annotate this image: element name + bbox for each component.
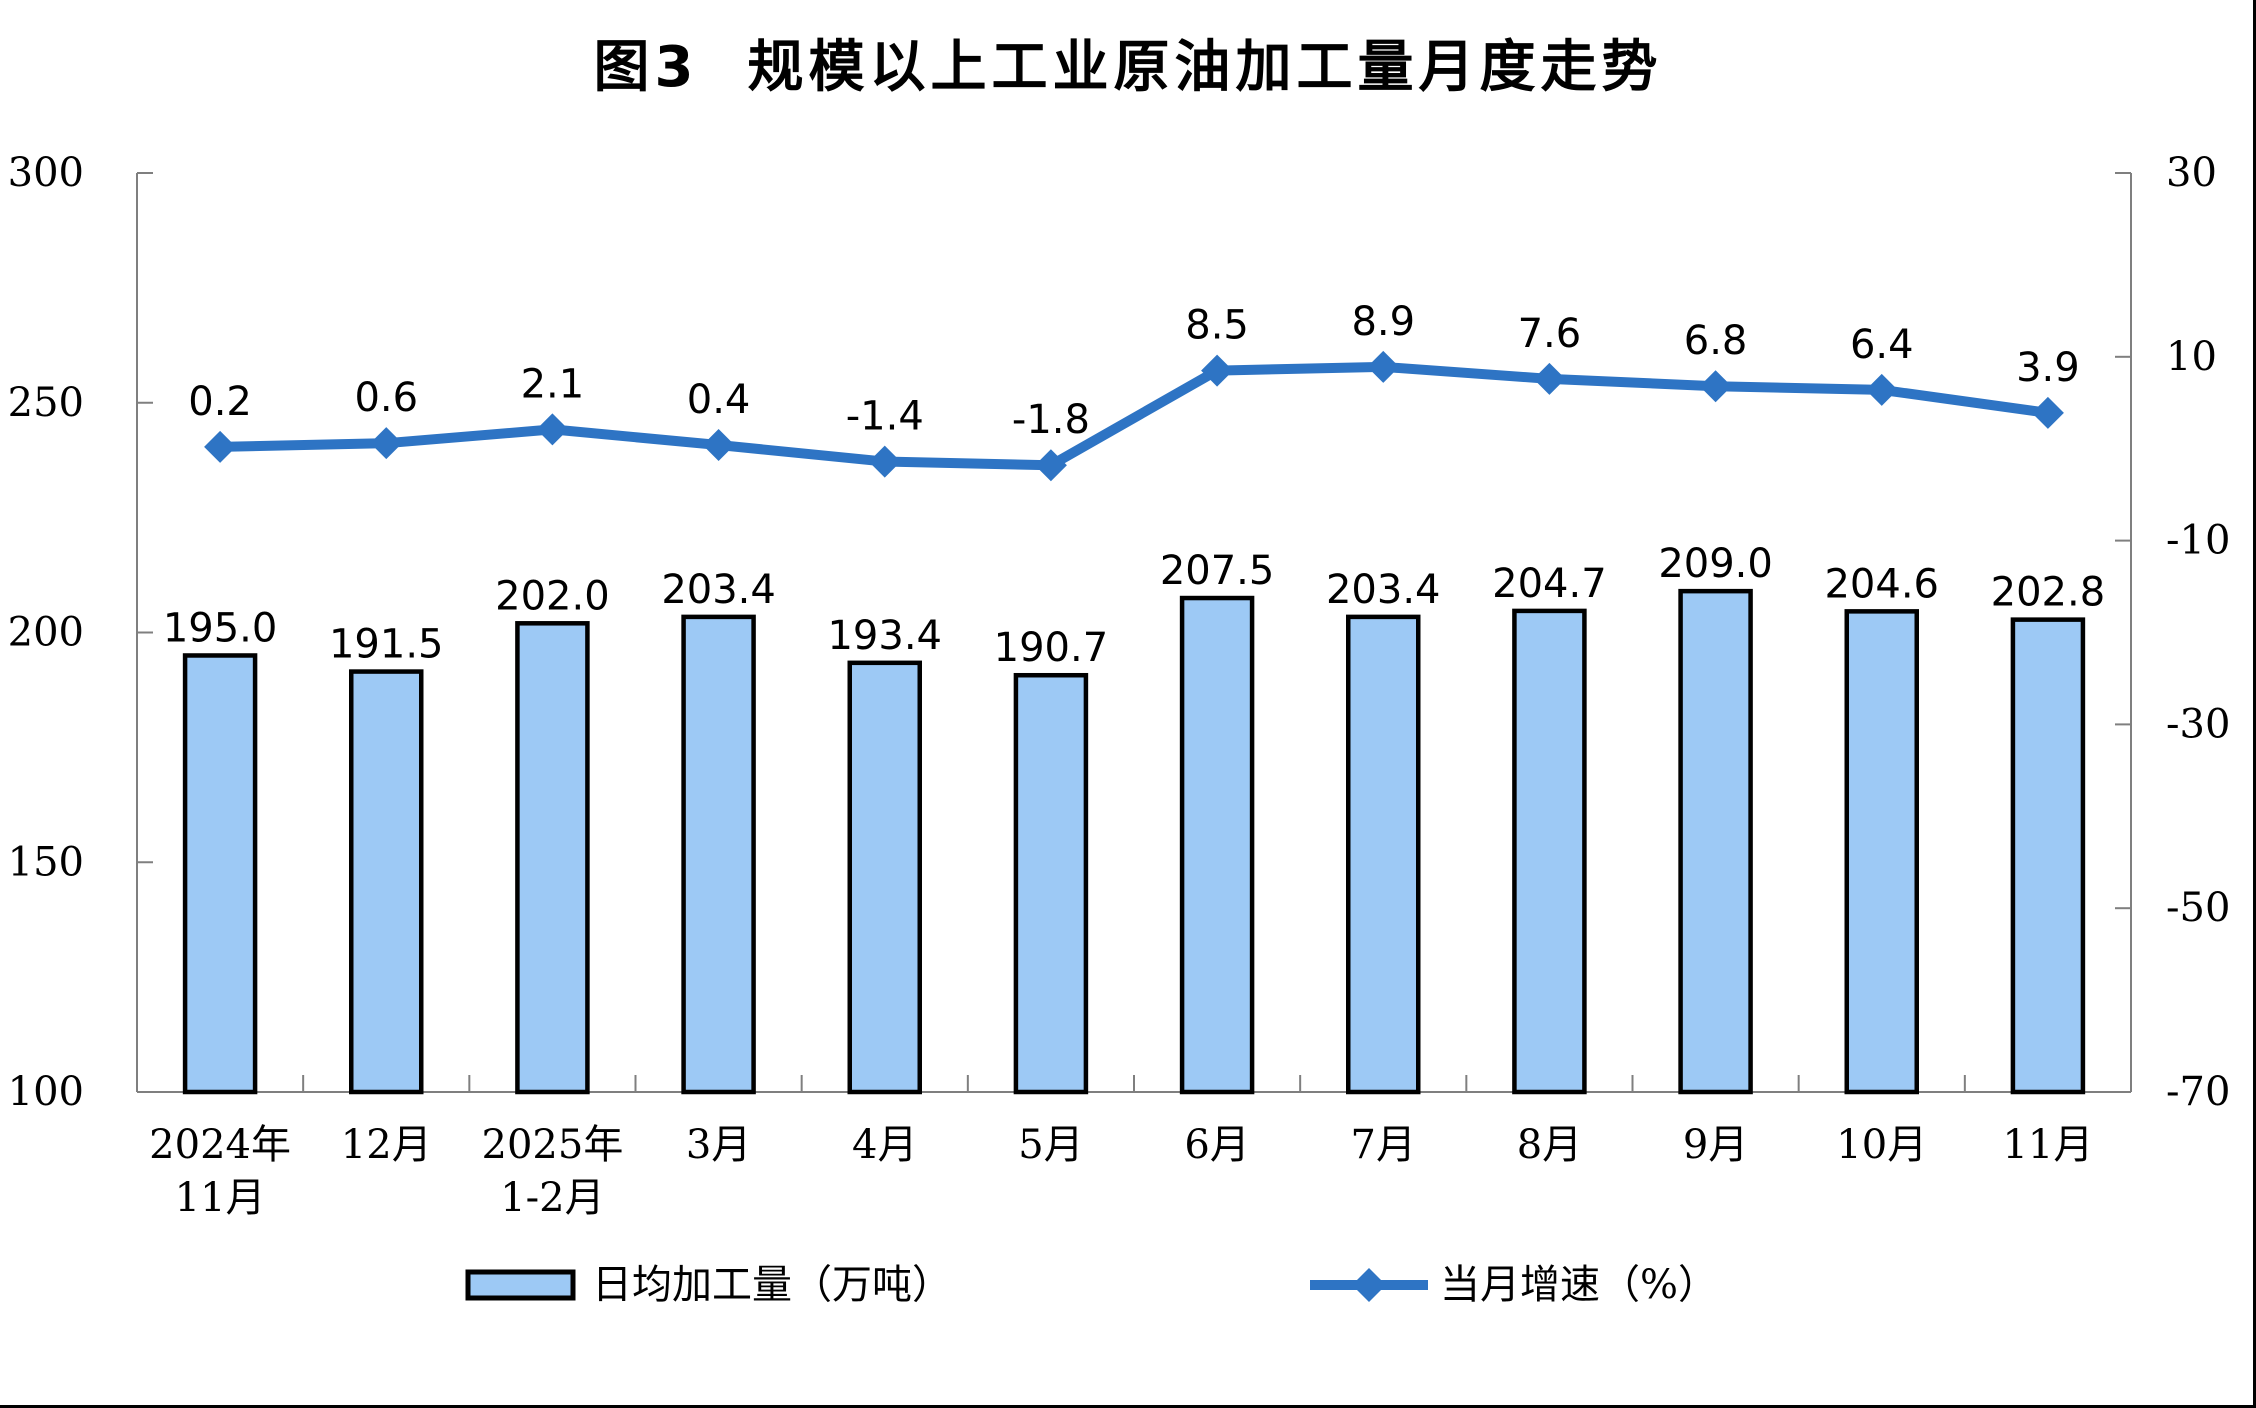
line-value-label-11: 3.9 xyxy=(2016,345,2080,391)
line-marker-10 xyxy=(1865,373,1898,406)
chart-title: 图3 规模以上工业原油加工量月度走势 xyxy=(593,35,1663,100)
line-value-label-5: -1.8 xyxy=(1012,397,1090,443)
line-marker-4 xyxy=(868,445,901,478)
line-value-label-6: 8.5 xyxy=(1185,303,1249,349)
left-axis-tick-label: 150 xyxy=(8,839,84,885)
right-axis-tick-label: -30 xyxy=(2166,701,2230,747)
x-category-label-0-line2: 11月 xyxy=(175,1175,266,1221)
line-marker-3 xyxy=(702,429,735,462)
x-category-label-11: 11月 xyxy=(2002,1122,2093,1168)
line-marker-5 xyxy=(1034,449,1067,482)
x-category-label-8: 8月 xyxy=(1517,1122,1582,1168)
bar-5 xyxy=(1013,672,1089,1095)
line-value-label-1: 0.6 xyxy=(354,375,418,421)
bar-value-label-11: 202.8 xyxy=(1991,570,2106,616)
x-category-label-3: 3月 xyxy=(686,1122,751,1168)
right-axis-tick-label: -10 xyxy=(2166,518,2230,564)
left-axis-tick-label: 100 xyxy=(8,1069,84,1115)
bar-value-label-6: 207.5 xyxy=(1160,548,1275,594)
x-category-label-2-line2: 1-2月 xyxy=(500,1175,604,1221)
bar-0 xyxy=(182,653,258,1095)
bar-value-label-0: 195.0 xyxy=(163,605,278,651)
x-category-label-0: 2024年 xyxy=(149,1122,291,1168)
right-axis-tick-label: -50 xyxy=(2166,885,2230,931)
legend-line-label: 当月增速（%） xyxy=(1440,1262,1718,1308)
bar-value-label-1: 191.5 xyxy=(329,622,444,668)
line-marker-7 xyxy=(1367,350,1400,383)
x-category-label-9: 9月 xyxy=(1683,1122,1748,1168)
x-category-label-7: 7月 xyxy=(1351,1122,1416,1168)
bar-4 xyxy=(847,660,922,1095)
line-value-label-4: -1.4 xyxy=(846,394,924,440)
bar-9 xyxy=(1678,588,1753,1095)
x-category-label-1: 12月 xyxy=(341,1122,432,1168)
bar-6 xyxy=(1179,595,1255,1095)
bar-value-label-2: 202.0 xyxy=(495,573,610,619)
x-category-label-2: 2025年 xyxy=(482,1122,624,1168)
line-marker-9 xyxy=(1699,370,1732,403)
line-value-label-2: 2.1 xyxy=(521,361,585,407)
bar-11 xyxy=(2010,617,2086,1095)
bar-3 xyxy=(681,614,756,1095)
line-value-label-10: 6.4 xyxy=(1850,322,1914,368)
line-value-label-3: 0.4 xyxy=(687,377,751,423)
bar-8 xyxy=(1512,608,1587,1095)
line-marker-11 xyxy=(2031,396,2064,429)
legend-line-diamond-icon xyxy=(1352,1268,1386,1302)
line-value-label-8: 7.6 xyxy=(1518,311,1582,357)
bar-value-label-5: 190.7 xyxy=(994,625,1109,671)
bar-7 xyxy=(1346,614,1421,1095)
right-axis-tick-label: -70 xyxy=(2166,1069,2230,1115)
line-value-label-0: 0.2 xyxy=(188,379,252,425)
x-category-label-4: 4月 xyxy=(852,1122,917,1168)
bar-value-label-4: 193.4 xyxy=(827,613,942,659)
bar-value-label-3: 203.4 xyxy=(661,567,776,613)
x-category-label-6: 6月 xyxy=(1184,1122,1249,1168)
line-marker-6 xyxy=(1201,354,1234,387)
line-marker-2 xyxy=(536,413,569,446)
line-marker-0 xyxy=(204,430,237,463)
left-axis-tick-label: 200 xyxy=(8,610,84,656)
line-marker-8 xyxy=(1533,362,1566,395)
right-axis-tick-label: 10 xyxy=(2166,334,2217,380)
legend-bar-swatch xyxy=(465,1269,576,1301)
bar-value-label-9: 209.0 xyxy=(1658,541,1773,587)
bar-value-label-10: 204.6 xyxy=(1824,561,1939,607)
line-value-label-7: 8.9 xyxy=(1351,299,1415,345)
growth-line xyxy=(215,361,2053,471)
right-axis-tick-label: 30 xyxy=(2166,150,2217,196)
bar-value-label-7: 203.4 xyxy=(1326,567,1441,613)
left-axis-tick-label: 300 xyxy=(8,150,84,196)
legend-bar-label: 日均加工量（万吨） xyxy=(592,1262,952,1308)
left-axis-tick-label: 250 xyxy=(8,380,84,426)
line-value-label-9: 6.8 xyxy=(1684,318,1748,364)
x-category-label-10: 10月 xyxy=(1836,1122,1927,1168)
bar-value-label-8: 204.7 xyxy=(1492,561,1607,607)
x-category-label-5: 5月 xyxy=(1018,1122,1083,1168)
bar-1 xyxy=(349,669,424,1095)
line-marker-1 xyxy=(370,427,403,460)
bar-2 xyxy=(515,621,590,1095)
bar-10 xyxy=(1844,609,1919,1095)
